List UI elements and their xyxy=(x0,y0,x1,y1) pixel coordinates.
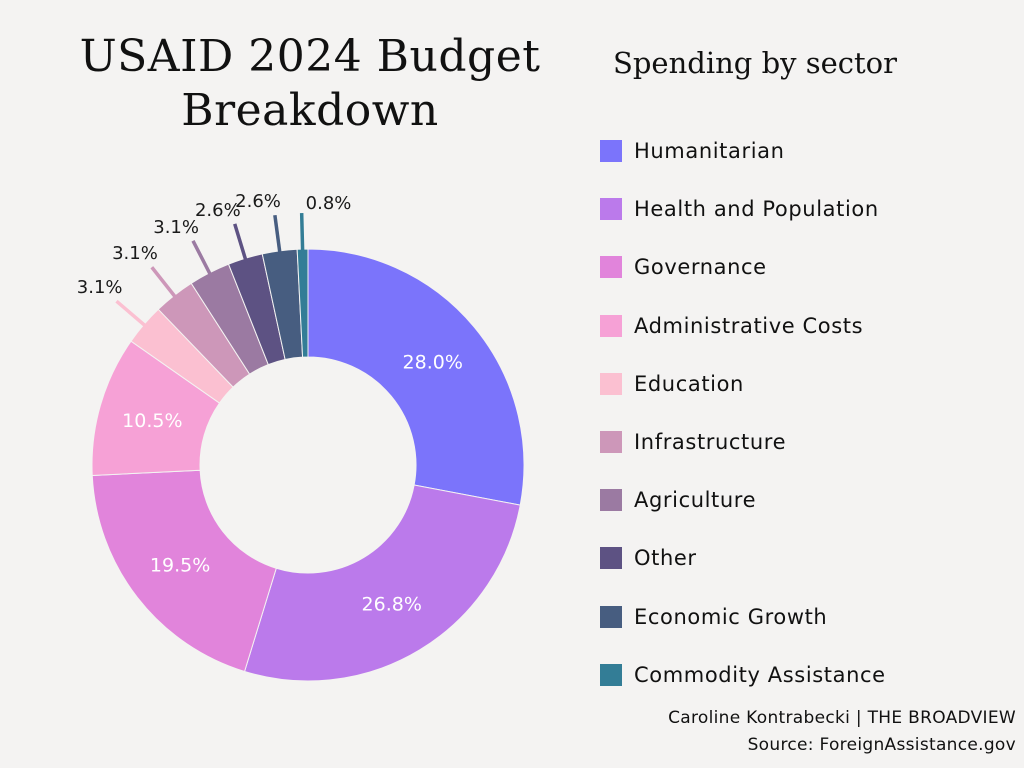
legend-swatch xyxy=(600,547,622,570)
legend-swatch xyxy=(600,140,622,163)
legend-swatch xyxy=(600,198,622,221)
legend-label: Humanitarian xyxy=(634,139,785,164)
chart-title: USAID 2024 Budget Breakdown xyxy=(40,30,580,138)
legend-swatch xyxy=(600,256,622,279)
legend-label: Education xyxy=(634,371,744,396)
data-label-education: 3.1% xyxy=(77,277,123,298)
legend-item-economic-growth: Economic Growth xyxy=(600,588,886,646)
slice-health-and-population xyxy=(243,484,521,682)
legend-swatch xyxy=(600,314,622,337)
data-label-administrative-costs: 10.5% xyxy=(122,410,182,432)
leader-line-agriculture xyxy=(191,239,213,278)
source-credit: Source: ForeignAssistance.gov xyxy=(747,735,1016,755)
data-label-economic-growth: 2.6% xyxy=(235,191,281,212)
data-label-infrastructure: 3.1% xyxy=(112,243,158,264)
legend-item-agriculture: Agriculture xyxy=(600,471,886,529)
legend-item-health-and-population: Health and Population xyxy=(600,180,886,238)
data-label-humanitarian: 28.0% xyxy=(403,352,463,374)
legend-label: Governance xyxy=(634,255,767,280)
legend-label: Health and Population xyxy=(634,197,879,222)
legend-label: Economic Growth xyxy=(634,604,828,629)
donut-chart: 28.0%26.8%19.5%10.5%3.1%3.1%3.1%2.6%2.6%… xyxy=(77,191,525,682)
slice-commodity-assistance xyxy=(296,248,309,358)
legend-swatch xyxy=(600,489,622,512)
slice-governance xyxy=(91,469,277,673)
legend-item-commodity-assistance: Commodity Assistance xyxy=(600,646,886,704)
legend-label: Agriculture xyxy=(634,488,757,513)
slice-humanitarian xyxy=(307,248,525,506)
legend-item-administrative-costs: Administrative Costs xyxy=(600,297,886,355)
legend-title: Spending by sector xyxy=(613,46,897,80)
leader-line-education xyxy=(115,299,149,329)
leader-line-infrastructure xyxy=(150,266,178,300)
legend-item-other: Other xyxy=(600,529,886,587)
data-label-commodity-assistance: 0.8% xyxy=(306,193,352,214)
data-label-agriculture: 3.1% xyxy=(153,217,199,238)
legend-swatch xyxy=(600,431,622,454)
legend-label: Infrastructure xyxy=(634,430,787,455)
chart-title-line1: USAID 2024 Budget xyxy=(79,31,541,82)
legend-swatch xyxy=(600,663,622,686)
data-label-governance: 19.5% xyxy=(150,554,210,576)
data-label-health-and-population: 26.8% xyxy=(362,594,422,616)
data-label-other: 2.6% xyxy=(195,200,241,221)
legend-swatch xyxy=(600,605,622,628)
legend-item-infrastructure: Infrastructure xyxy=(600,413,886,471)
legend-label: Commodity Assistance xyxy=(634,662,886,687)
leader-line-economic-growth xyxy=(273,214,282,256)
legend-swatch xyxy=(600,372,622,395)
leader-line-other xyxy=(233,223,249,263)
leader-line-commodity-assistance xyxy=(299,213,305,254)
legend-item-governance: Governance xyxy=(600,238,886,296)
legend-label: Administrative Costs xyxy=(634,313,864,338)
legend: Humanitarian Health and Population Governa… xyxy=(600,122,886,704)
legend-item-education: Education xyxy=(600,355,886,413)
legend-label: Other xyxy=(634,546,697,571)
legend-item-humanitarian: Humanitarian xyxy=(600,122,886,180)
chart-title-line2: Breakdown xyxy=(181,85,439,136)
author-credit: Caroline Kontrabecki | THE BROADVIEW xyxy=(668,708,1016,728)
